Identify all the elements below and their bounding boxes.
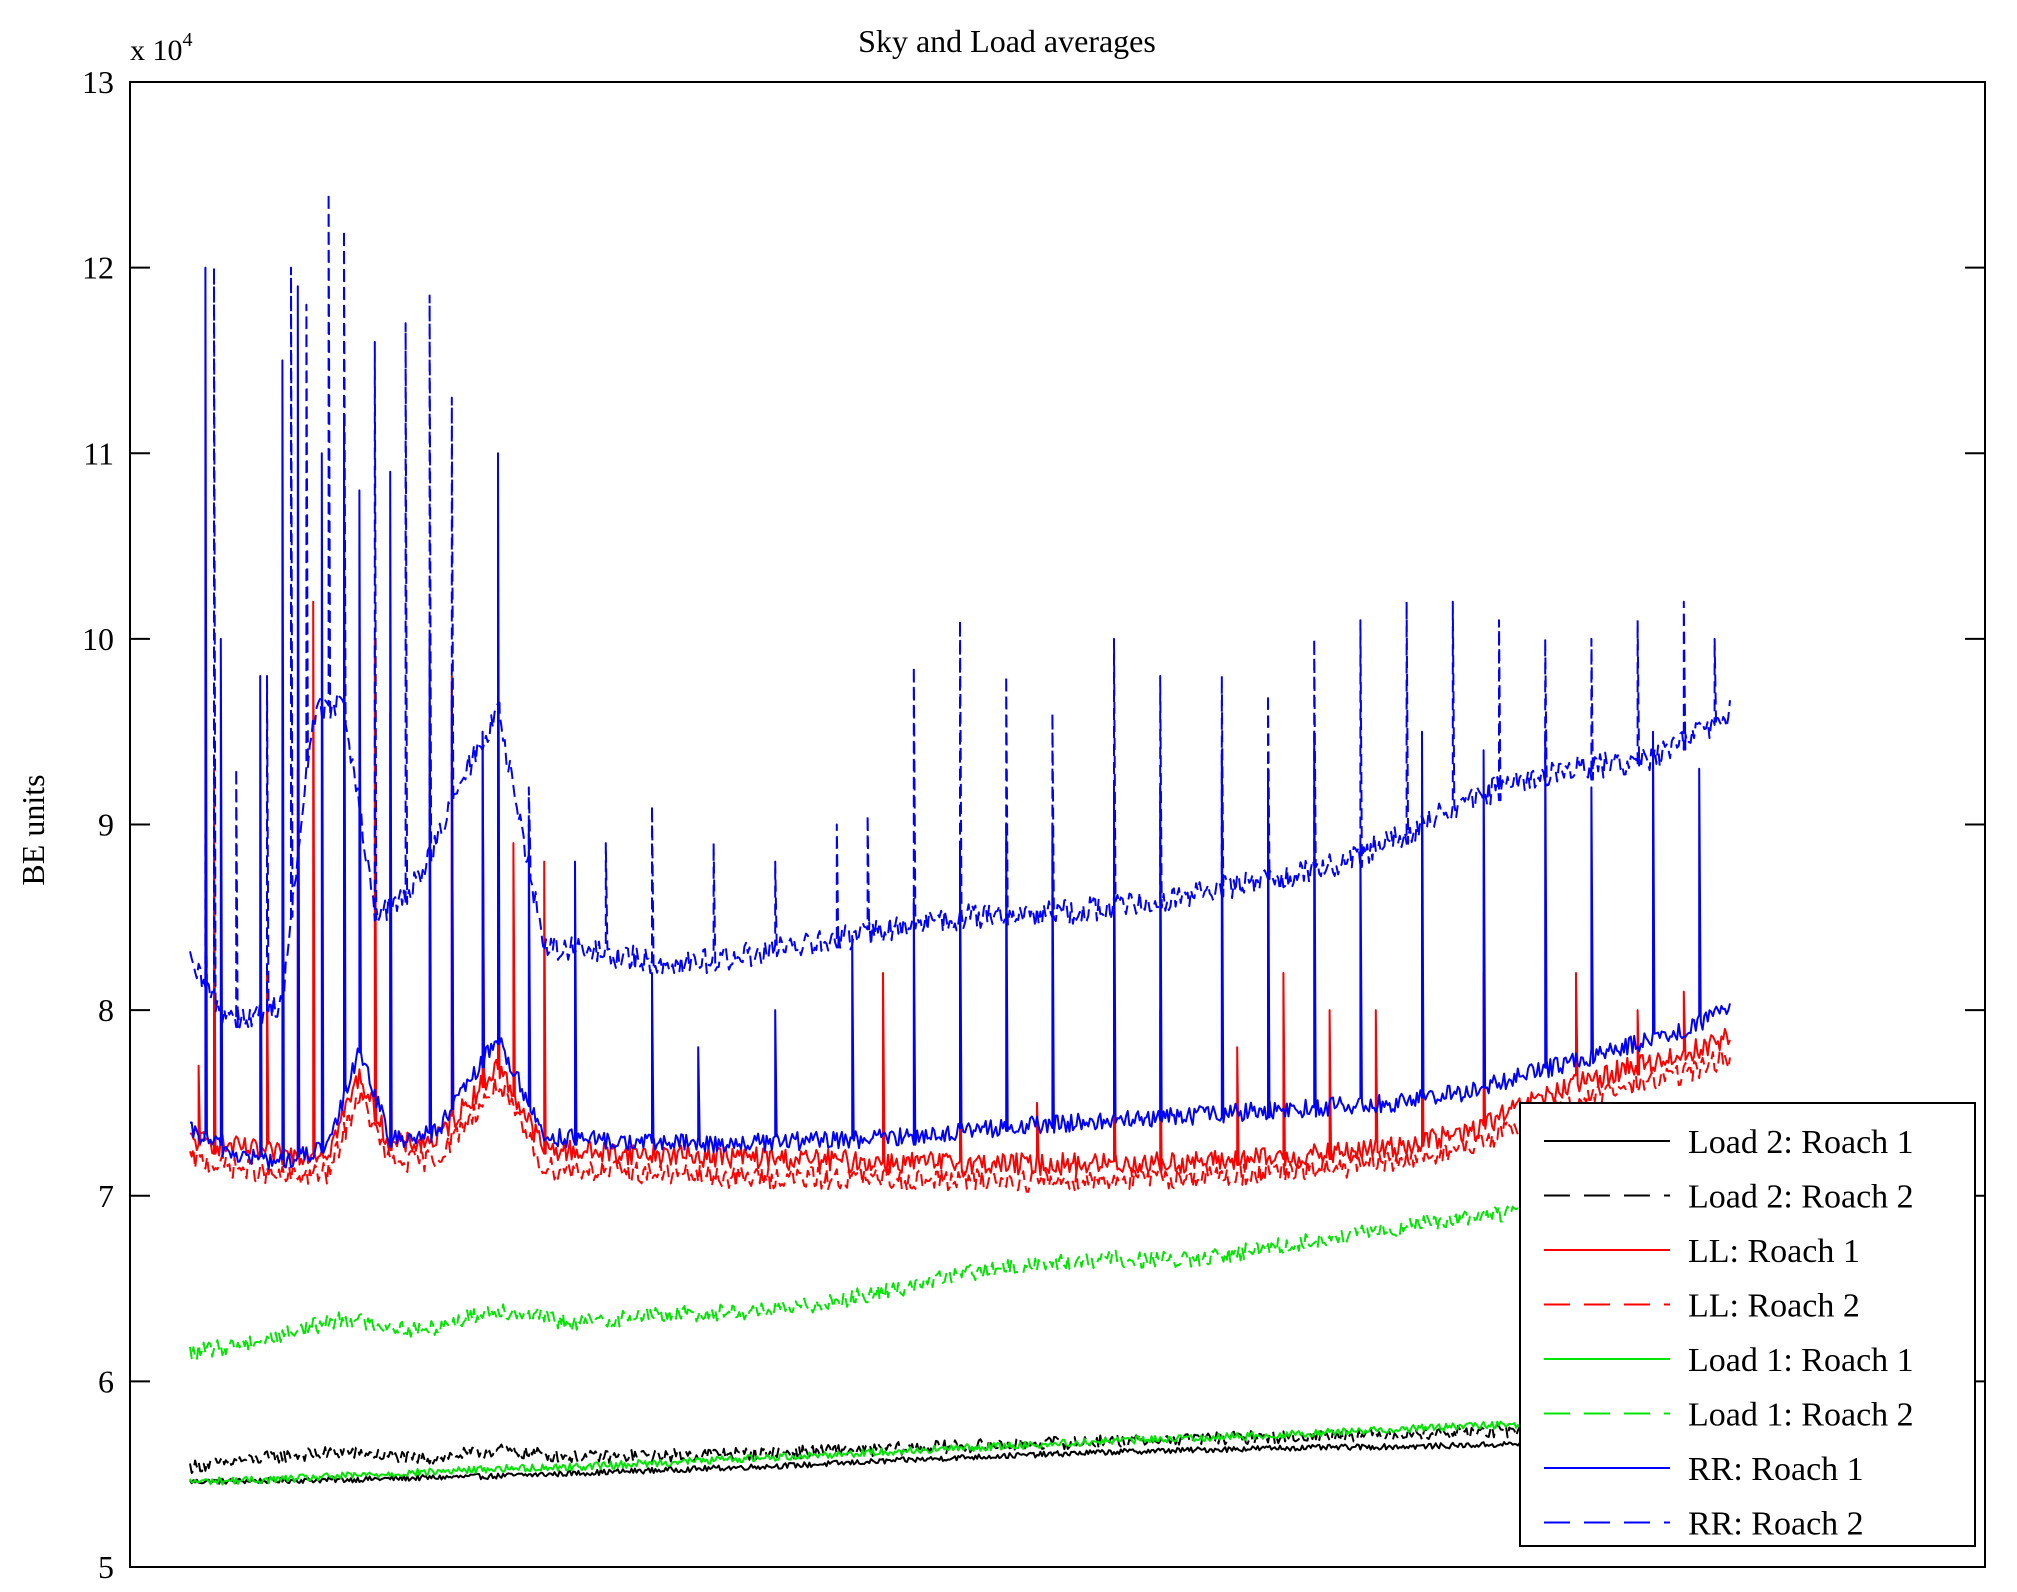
legend-label: LL: Roach 1: [1688, 1233, 1860, 1270]
series-line-load-2-roach-1: [189, 1436, 1731, 1485]
series-line-load-1-roach-1: [189, 1412, 1731, 1486]
series-line-load-2-roach-2: [189, 1419, 1731, 1474]
exponent-base: x 10: [130, 34, 183, 67]
y-tick-label: 9: [98, 807, 114, 843]
axes: 5 6 7 8 9 10 11 12 13: [82, 64, 1986, 1585]
legend-label: Load 2: Roach 1: [1688, 1124, 1914, 1161]
legend-label: Load 2: Roach 2: [1688, 1179, 1914, 1216]
series-group: [189, 192, 1731, 1486]
series-line-load-1-roach-2: [189, 1170, 1731, 1361]
y-tick-label: 5: [98, 1549, 114, 1585]
series-line-ll-roach-2: [189, 1048, 1731, 1193]
legend-label: Load 1: Roach 1: [1688, 1342, 1914, 1379]
series-line-rr-roach-2: [189, 192, 1731, 1029]
y-axis-label: BE units: [15, 774, 51, 885]
y-tick-label: 12: [82, 250, 114, 286]
legend-label: LL: Roach 2: [1688, 1288, 1860, 1325]
chart-title: Sky and Load averages: [858, 23, 1156, 59]
y-tick-label: 7: [98, 1178, 114, 1214]
series-line-rr-roach-1: [189, 266, 1731, 1170]
y-tick-label: 10: [82, 621, 114, 657]
legend-box: [1519, 1102, 1976, 1547]
legend-label: Load 1: Roach 2: [1688, 1397, 1914, 1434]
y-tick-label: 6: [98, 1363, 114, 1399]
exponent-label: x 104: [130, 29, 193, 67]
legend: Load 2: Roach 1 Load 2: Roach 2 LL: Roach …: [1519, 1102, 1976, 1547]
y-tick-label: 8: [98, 992, 114, 1028]
legend-label: RR: Roach 2: [1688, 1506, 1864, 1543]
y-tick-label: 11: [83, 435, 114, 471]
legend-label: RR: Roach 1: [1688, 1451, 1864, 1488]
exponent-power: 4: [183, 29, 193, 51]
y-tick-label: 13: [82, 64, 114, 100]
